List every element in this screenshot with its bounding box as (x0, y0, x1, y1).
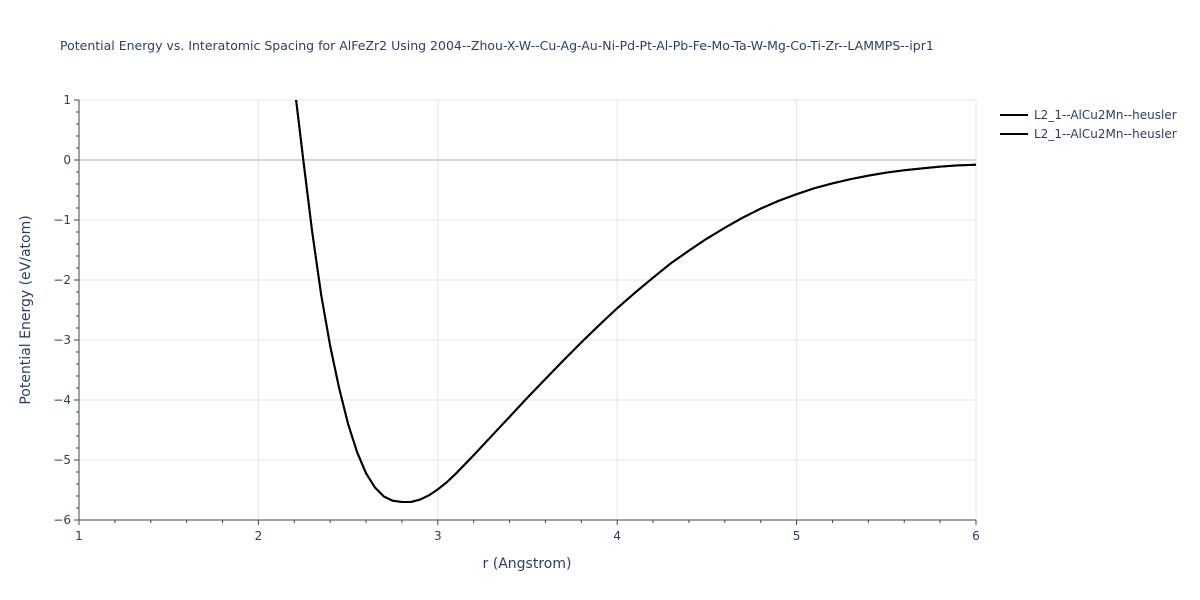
tick-labels: 1 2 3 4 5 6 1 0 −1 −2 −3 −4 −5 −6 (53, 93, 980, 543)
grid (79, 99, 977, 520)
x-tick-label: 5 (793, 529, 801, 543)
x-tick-label: 4 (613, 529, 621, 543)
series-lines (295, 100, 976, 503)
x-tick-label: 2 (255, 529, 263, 543)
x-tick-label: 1 (75, 529, 83, 543)
legend-item[interactable]: L2_1--AlCu2Mn--heusler (1000, 127, 1177, 141)
y-tick-label: −1 (53, 213, 71, 227)
y-tick-label: −3 (53, 333, 71, 347)
y-tick-label: −4 (53, 393, 71, 407)
y-tick-label: 0 (63, 153, 71, 167)
y-tick-label: 1 (63, 93, 71, 107)
y-tick-label: −6 (53, 513, 71, 527)
axes (74, 99, 977, 525)
legend[interactable]: L2_1--AlCu2Mn--heusler L2_1--AlCu2Mn--heu… (1000, 108, 1177, 141)
y-tick-label: −5 (53, 453, 71, 467)
legend-label: L2_1--AlCu2Mn--heusler (1034, 108, 1177, 122)
x-tick-label: 6 (972, 529, 980, 543)
x-axis-title: r (Angstrom) (483, 556, 572, 572)
legend-label: L2_1--AlCu2Mn--heusler (1034, 127, 1177, 141)
y-axis-title: Potential Energy (eV/atom) (18, 215, 34, 404)
legend-item[interactable]: L2_1--AlCu2Mn--heusler (1000, 108, 1177, 122)
y-tick-label: −2 (53, 273, 71, 287)
x-tick-label: 3 (434, 529, 442, 543)
series-line-2 (295, 100, 976, 503)
chart-title: Potential Energy vs. Interatomic Spacing… (60, 38, 934, 53)
